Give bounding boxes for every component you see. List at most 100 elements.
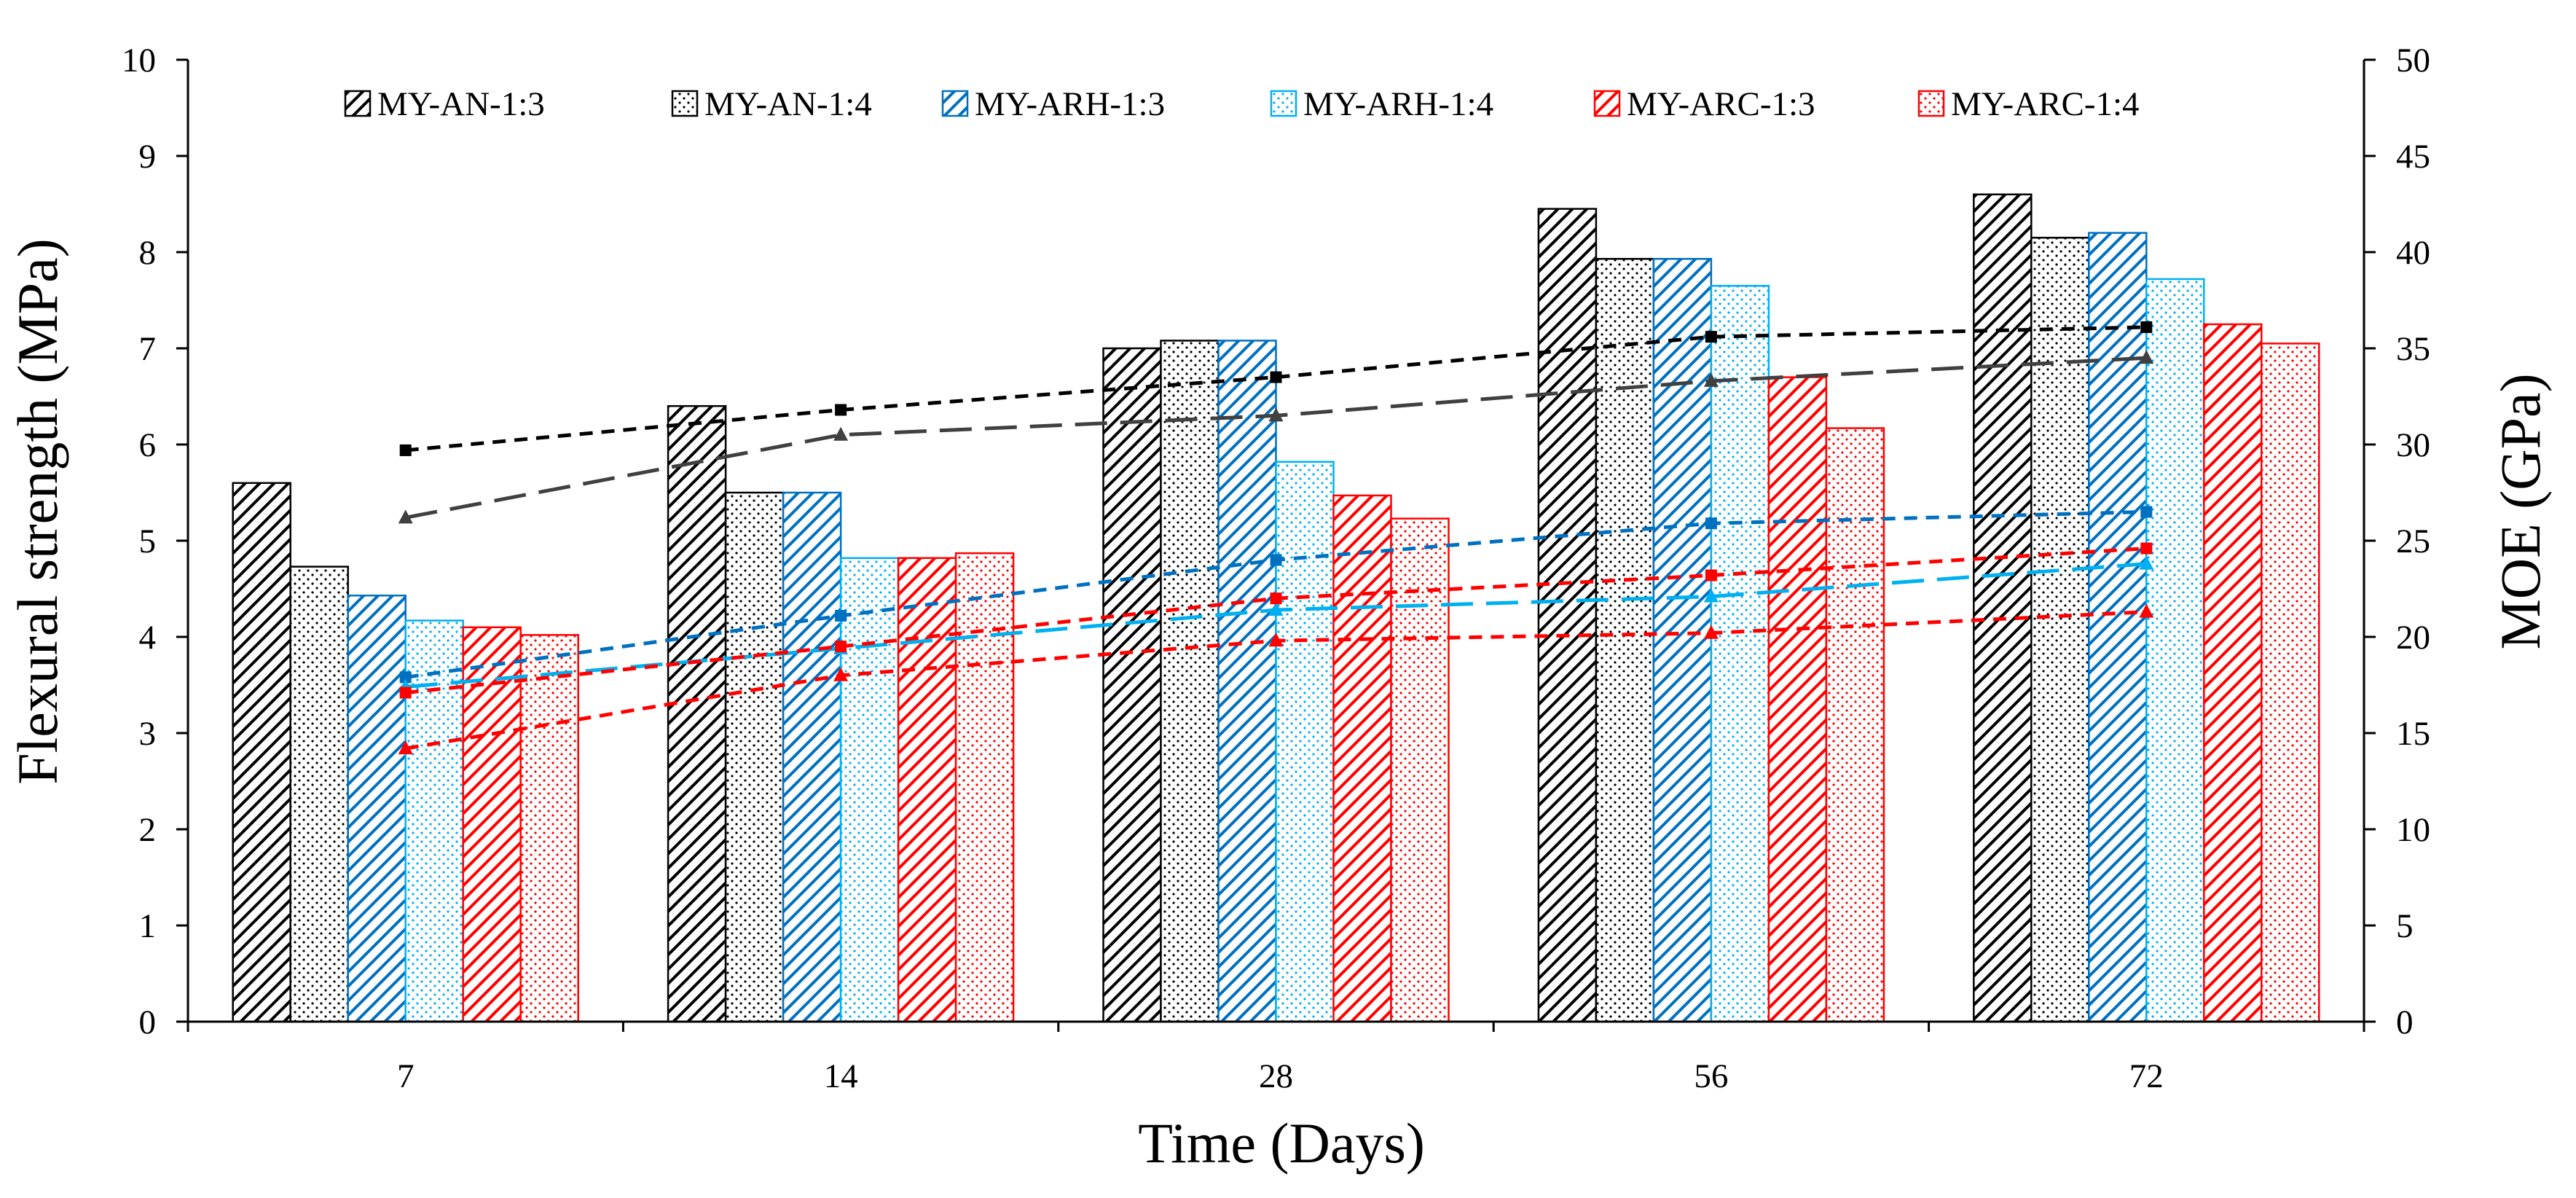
bar-my-arh-1-3-28 (1217, 340, 1277, 1023)
moe-point-my-arc-1-3-moe-14 (835, 641, 847, 653)
bar-my-arc-1-3-28 (1332, 494, 1392, 1023)
y-tick-label-0: 0 (139, 1003, 157, 1041)
moe-point-my-arc-1-3-moe-72 (2140, 542, 2153, 555)
y-tick-label-2: 2 (139, 811, 157, 849)
moe-line-my-an-1-3-moe (405, 325, 2147, 453)
moe-point-my-an-1-3-moe-14 (835, 404, 847, 416)
x-tick-label-28: 28 (1259, 1057, 1293, 1095)
y-tick-label-1: 1 (139, 907, 157, 945)
legend-swatch-my-arc-1-3 (1593, 90, 1621, 117)
legend-swatch-my-an-1-4 (671, 90, 699, 117)
moe-point-my-an-1-3-moe-56 (1705, 331, 1717, 343)
x-axis-title: Time (Days) (1138, 1111, 1425, 1175)
moe-point-my-arh-1-4-moe-28 (1268, 602, 1284, 616)
moe-point-my-an-1-3-moe-72 (2140, 321, 2153, 333)
bar-my-arh-1-3-14 (782, 491, 842, 1023)
y2-tick-label-5: 5 (2396, 907, 2414, 945)
bar-my-an-1-4-14 (724, 491, 785, 1023)
moe-point-my-arh-1-3-moe-56 (1705, 517, 1717, 530)
bar-my-arc-1-4-14 (954, 552, 1015, 1023)
bar-my-an-1-4-28 (1160, 340, 1220, 1023)
moe-point-my-arh-1-3-moe-7 (399, 671, 412, 684)
moe-point-my-arc-1-4-moe-28 (1268, 633, 1284, 647)
x-tick-label-72: 72 (2129, 1057, 2164, 1095)
y2-tick-label-40: 40 (2396, 234, 2430, 272)
moe-point-my-an-1-4-moe-28 (1268, 407, 1284, 422)
y-tick-label-4: 4 (139, 619, 157, 657)
moe-point-my-arh-1-4-moe-56 (1703, 588, 1719, 603)
legend-swatch-my-an-1-3 (344, 90, 372, 117)
y2-tick-label-35: 35 (2396, 330, 2430, 368)
bar-my-an-1-3-56 (1537, 208, 1598, 1023)
moe-point-my-arh-1-3-moe-14 (835, 609, 847, 622)
legend-label-my-an-1-4: MY-AN-1:4 (704, 85, 872, 123)
bar-my-arh-1-4-56 (1710, 284, 1770, 1023)
moe-point-my-arc-1-3-moe-7 (399, 686, 412, 699)
y-tick-label-5: 5 (139, 522, 157, 560)
x-tick-label-56: 56 (1694, 1057, 1728, 1095)
bar-my-arc-1-3-14 (897, 557, 957, 1023)
y-tick-label-10: 10 (122, 42, 156, 79)
legend-swatch-my-arc-1-4 (1917, 90, 1945, 117)
bar-my-arc-1-4-56 (1825, 427, 1885, 1023)
legend-label-my-arh-1-3: MY-ARH-1:3 (975, 85, 1165, 123)
bar-my-arc-1-4-28 (1390, 517, 1450, 1023)
legend-label-my-arc-1-3: MY-ARC-1:3 (1627, 85, 1815, 123)
bar-my-arh-1-4-7 (404, 619, 464, 1023)
legend-swatch-my-arh-1-4 (1270, 90, 1297, 117)
bars-layer (232, 193, 2320, 1023)
moe-point-my-arc-1-4-moe-7 (398, 740, 413, 755)
bar-my-arc-1-4-72 (2261, 342, 2320, 1023)
y2-tick-label-15: 15 (2396, 715, 2430, 753)
bar-my-arh-1-4-28 (1275, 461, 1335, 1023)
y2-tick-label-0: 0 (2396, 1003, 2414, 1041)
bar-my-arh-1-4-72 (2145, 278, 2205, 1023)
legend-label-my-an-1-3: MY-AN-1:3 (377, 85, 545, 123)
y-tick-label-8: 8 (139, 234, 157, 272)
bar-my-arc-1-4-7 (519, 634, 579, 1023)
bar-my-arh-1-3-7 (347, 594, 407, 1023)
bar-my-an-1-3-7 (232, 482, 291, 1023)
legend: MY-AN-1:3 MY-AN-1:4 MY-ARH-1:3 MY-ARH-1:4 MY… (344, 85, 2140, 123)
bar-my-an-1-3-14 (667, 404, 727, 1023)
moe-point-my-arh-1-3-moe-72 (2140, 506, 2153, 518)
moe-point-my-an-1-3-moe-7 (399, 444, 412, 456)
bar-my-an-1-3-72 (1973, 193, 2033, 1023)
x-tick-label-7: 7 (397, 1057, 415, 1095)
y2-tick-label-50: 50 (2396, 42, 2430, 79)
bar-my-an-1-4-56 (1595, 257, 1655, 1023)
y-tick-label-9: 9 (139, 138, 157, 176)
moe-point-my-arc-1-4-moe-14 (833, 667, 849, 681)
moe-point-my-an-1-4-moe-72 (2139, 350, 2154, 364)
moe-point-my-arc-1-3-moe-28 (1270, 592, 1282, 605)
y-tick-label-7: 7 (139, 330, 157, 368)
bar-my-an-1-4-7 (289, 565, 349, 1023)
bar-my-arc-1-3-7 (462, 626, 522, 1023)
moe-point-my-an-1-3-moe-28 (1270, 371, 1282, 383)
y2-tick-label-10: 10 (2396, 811, 2430, 849)
moe-point-my-arh-1-4-moe-72 (2139, 555, 2154, 570)
y2-tick-label-25: 25 (2396, 522, 2430, 560)
y-tick-label-3: 3 (139, 715, 157, 753)
bar-my-arc-1-3-56 (1767, 376, 1828, 1023)
y2-axis-title: MOE (GPa) (2489, 373, 2552, 649)
y-tick-label-6: 6 (139, 426, 157, 464)
moe-lines-layer (398, 321, 2154, 755)
y2-tick-label-45: 45 (2396, 138, 2430, 176)
moe-point-my-an-1-4-moe-14 (833, 426, 849, 441)
moe-point-my-arc-1-4-moe-56 (1703, 625, 1719, 639)
bar-my-arh-1-4-14 (839, 557, 900, 1023)
bar-my-arh-1-3-72 (2088, 232, 2148, 1023)
legend-label-my-arh-1-4: MY-ARH-1:4 (1303, 85, 1493, 123)
moe-point-my-arc-1-3-moe-56 (1705, 569, 1717, 582)
legend-label-my-arc-1-4: MY-ARC-1:4 (1951, 85, 2140, 123)
y-axis-title: Flexural strength (MPa) (6, 238, 69, 785)
bar-my-an-1-3-28 (1102, 347, 1162, 1023)
y2-tick-label-30: 30 (2396, 426, 2430, 464)
moe-point-my-arc-1-4-moe-72 (2139, 603, 2154, 618)
legend-swatch-my-arh-1-3 (941, 90, 969, 117)
bar-my-arc-1-3-72 (2203, 323, 2263, 1023)
moe-point-my-an-1-4-moe-56 (1703, 372, 1719, 387)
